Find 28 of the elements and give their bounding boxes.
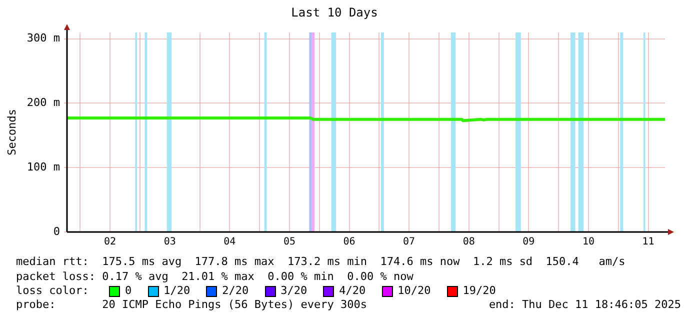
y-tick-label: 0: [53, 224, 60, 238]
text: 4/20: [339, 284, 366, 297]
x-tick-label: 10: [582, 236, 594, 248]
text: 3/20: [280, 284, 308, 297]
y-tick-label: 300 m: [26, 32, 60, 45]
text: loss color:: [16, 284, 89, 297]
text: 1/20: [164, 284, 190, 297]
text: 10/20: [398, 284, 431, 297]
y-tick-label: 200 m: [26, 96, 60, 110]
x-tick-label: 05: [283, 236, 296, 248]
x-tick-label: 03: [164, 236, 176, 248]
text: median rtt: 175.5 ms avg 177.8 ms max 173.2 ms min 174.6 ms now 1.2 ms sd 150.4 am/s: [16, 255, 626, 268]
text: end: Thu Dec 11 18:46:05 2025: [488, 298, 681, 311]
x-tick-label: 06: [343, 236, 356, 248]
y-axis-title: Seconds: [5, 109, 18, 156]
text: 2/20: [222, 284, 249, 297]
chart-title: Last 10 Days: [291, 5, 378, 20]
x-tick-label: 02: [104, 236, 116, 248]
y-tick-label: 100 m: [26, 160, 60, 174]
text: 19/20: [462, 284, 496, 297]
x-tick-label: 07: [403, 236, 416, 248]
x-tick-label: 09: [522, 236, 535, 248]
x-tick-label: 08: [462, 236, 475, 248]
text: probe: 20 ICMP Echo Pings (56 Bytes) every 300s: [16, 298, 367, 311]
x-tick-label: 04: [224, 236, 236, 248]
text: 0: [125, 284, 132, 297]
text: packet loss: 0.17 % avg 21.01 % max 0.00 % min 0.00 % now: [16, 270, 414, 283]
x-tick-label: 11: [642, 236, 654, 248]
